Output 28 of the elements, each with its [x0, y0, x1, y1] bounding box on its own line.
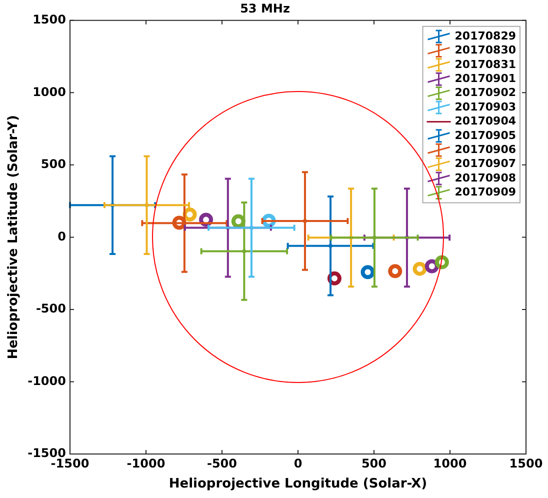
legend-label: 20170829: [454, 29, 516, 42]
legend-label: 20170830: [454, 44, 516, 57]
y-axis-title: Helioprojective Latitude (Solar-Y): [6, 115, 22, 360]
y-tick-label: 1500: [32, 12, 66, 27]
y-tick-label: -500: [36, 302, 66, 316]
x-tick-label: 500: [361, 456, 387, 470]
x-tick-label: -1000: [126, 456, 166, 470]
x-tick-label: 1500: [509, 456, 543, 470]
y-tick-label: 0: [58, 229, 66, 244]
x-tick-label: 1000: [433, 456, 467, 470]
legend-label: 20170909: [454, 186, 516, 199]
x-tick-label: 0: [294, 456, 302, 470]
x-axis-title: Helioprojective Longitude (Solar-X): [168, 476, 428, 492]
legend-label: 20170908: [454, 171, 516, 184]
y-tick-label: 1000: [32, 84, 66, 99]
legend-label: 20170904: [454, 114, 516, 128]
legend-label: 20170902: [454, 86, 516, 100]
legend-label: 20170907: [454, 157, 516, 170]
legend-label: 20170903: [454, 100, 516, 114]
chart-title: 53 MHz: [240, 1, 290, 16]
legend-label: 20170906: [454, 142, 516, 156]
y-tick-label: 500: [40, 157, 66, 172]
legend-label: 20170905: [454, 128, 516, 142]
x-tick-label: -1500: [50, 456, 90, 470]
x-tick-label: -500: [206, 456, 237, 470]
legend-label: 20170901: [454, 72, 516, 85]
y-tick-label: -1000: [28, 374, 66, 388]
legend-label: 20170831: [454, 58, 516, 71]
